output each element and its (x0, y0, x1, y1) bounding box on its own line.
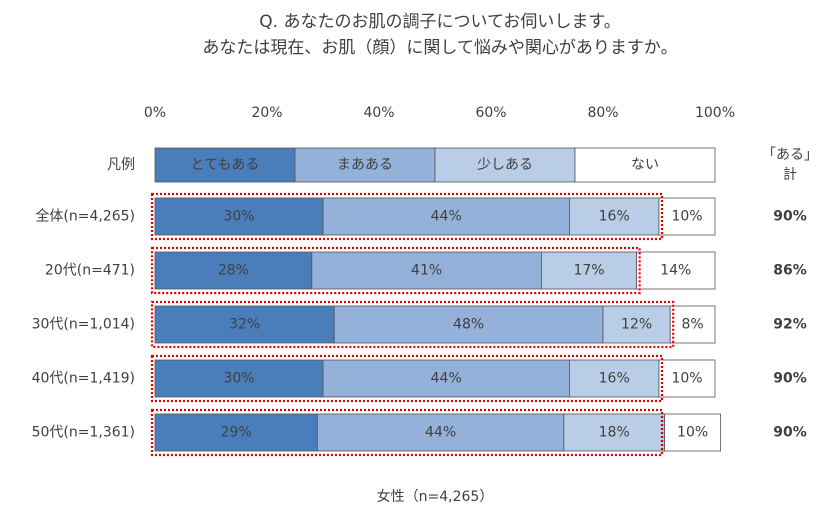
data-label: 14% (660, 263, 691, 279)
bar-segment (311, 251, 542, 290)
legend-swatch (434, 147, 576, 183)
y-tick-label: 20代(n=471) (45, 263, 135, 279)
x-tick-label: 60% (475, 105, 506, 121)
data-label: 28% (218, 263, 249, 279)
data-label: 48% (453, 317, 484, 333)
x-tick-label: 20% (251, 105, 282, 121)
data-label: 30% (223, 209, 254, 225)
total-outline (150, 354, 664, 403)
legend-swatch (574, 147, 716, 183)
bar-segment (563, 413, 665, 452)
data-label: 32% (229, 317, 260, 333)
data-label: 44% (431, 209, 462, 225)
total-outline (150, 192, 664, 241)
bar-segment (569, 197, 660, 236)
legend-label: 少しある (477, 157, 533, 173)
bar-segment (322, 359, 570, 398)
x-tick-label: 0% (144, 105, 166, 121)
bar-segment (658, 197, 716, 236)
data-label: 41% (411, 263, 442, 279)
chart-title: Q. あなたのお肌の調子についてお伺いします。 (259, 12, 620, 32)
y-tick-label: 40代(n=1,419) (32, 371, 135, 387)
total-label: 90% (773, 371, 807, 387)
legend-title: 凡例 (107, 157, 135, 173)
bar-segment (322, 197, 570, 236)
y-tick-label: 全体(n=4,265) (35, 208, 135, 225)
data-label: 12% (621, 317, 652, 333)
total-label: 92% (773, 317, 807, 333)
legend-swatch (294, 147, 436, 183)
data-label: 10% (671, 209, 702, 225)
bar-segment (669, 305, 716, 344)
total-outline (150, 408, 664, 457)
total-label: 90% (773, 425, 807, 441)
data-label: 16% (599, 371, 630, 387)
legend-label: とてもある (191, 157, 260, 173)
total-label: 86% (773, 263, 807, 279)
data-label: 8% (681, 317, 703, 333)
legend-label: まあある (337, 157, 393, 173)
chart-title: あなたは現在、お肌（顔）に関して悩みや関心がありますか。 (202, 38, 677, 58)
totals-header: 「ある」 (762, 147, 818, 163)
data-label: 44% (431, 371, 462, 387)
x-tick-label: 100% (695, 105, 735, 121)
bar-segment (602, 305, 671, 344)
legend-label: ない (631, 157, 659, 173)
x-tick-label: 40% (363, 105, 394, 121)
data-label: 29% (221, 425, 252, 441)
y-tick-label: 30代(n=1,014) (32, 317, 135, 333)
bar-segment (154, 305, 335, 344)
totals-header: 計 (783, 167, 797, 183)
data-label: 16% (599, 209, 630, 225)
bar-segment (154, 197, 324, 236)
x-axis-label: 女性（n=4,265） (377, 488, 494, 505)
bar-segment (664, 413, 721, 452)
total-label: 90% (773, 209, 807, 225)
y-tick-label: 50代(n=1,361) (32, 425, 135, 441)
data-label: 10% (671, 371, 702, 387)
bar-segment (569, 359, 660, 398)
data-label: 17% (573, 263, 604, 279)
x-tick-label: 80% (587, 105, 618, 121)
legend-swatch (154, 147, 296, 183)
bar-segment (316, 413, 565, 452)
data-label: 18% (599, 425, 630, 441)
bar-segment (154, 413, 318, 452)
total-outline (150, 246, 641, 295)
data-label: 10% (677, 425, 708, 441)
data-label: 30% (223, 371, 254, 387)
bar-segment (636, 251, 716, 290)
data-label: 44% (425, 425, 456, 441)
bar-segment (658, 359, 716, 398)
bar-segment (333, 305, 604, 344)
total-outline (150, 300, 675, 349)
